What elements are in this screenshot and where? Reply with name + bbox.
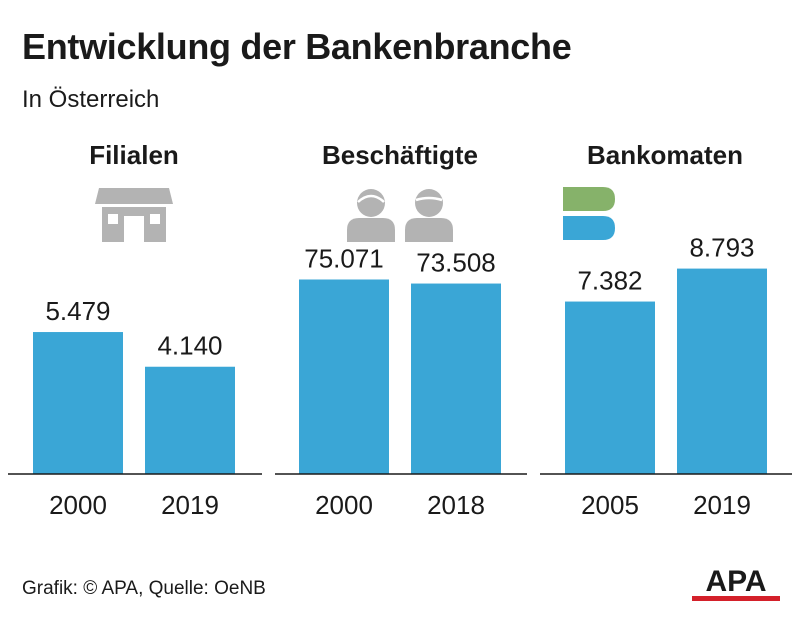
bar-2000 bbox=[33, 332, 123, 474]
x-tick-label: 2018 bbox=[427, 490, 485, 520]
source-credit: Grafik: © APA, Quelle: OeNB bbox=[22, 578, 266, 599]
x-tick-label: 2000 bbox=[49, 490, 107, 520]
bar-2019 bbox=[145, 366, 235, 474]
panel-title-beschaeftigte: Beschäftigte bbox=[321, 140, 479, 170]
chart-title: Entwicklung der Bankenbranche bbox=[22, 26, 572, 67]
bar-2000 bbox=[299, 279, 389, 474]
value-label: 75.071 bbox=[304, 243, 384, 273]
panel-title-bankomaten: Bankomaten bbox=[586, 140, 744, 170]
x-tick-label: 2000 bbox=[315, 490, 373, 520]
employees-people-icon bbox=[347, 189, 453, 242]
bankomat-logo-icon bbox=[563, 187, 615, 240]
bar-2005 bbox=[565, 301, 655, 474]
value-label: 7.382 bbox=[577, 266, 642, 296]
bar-panel-1: 75.071 2000 73.508 2018 bbox=[275, 243, 527, 520]
bar-panel-0: 5.479 2000 4.140 2019 bbox=[8, 296, 262, 520]
bar-2018 bbox=[411, 283, 501, 474]
chart-subtitle: In Österreich bbox=[22, 86, 160, 113]
value-label: 73.508 bbox=[416, 248, 496, 278]
panel-title-filialen: Filialen bbox=[89, 140, 179, 170]
bar-2019 bbox=[677, 268, 767, 474]
value-label: 4.140 bbox=[157, 331, 222, 361]
bank-branch-building-icon bbox=[95, 188, 173, 242]
value-label: 5.479 bbox=[45, 296, 110, 326]
bar-panel-2: 7.382 2005 8.793 2019 bbox=[540, 233, 792, 520]
value-label: 8.793 bbox=[689, 233, 754, 263]
x-tick-label: 2005 bbox=[581, 490, 639, 520]
x-tick-label: 2019 bbox=[161, 490, 219, 520]
x-tick-label: 2019 bbox=[693, 490, 751, 520]
svg-text:APA: APA bbox=[705, 566, 766, 598]
apa-logo: APA bbox=[692, 566, 780, 601]
